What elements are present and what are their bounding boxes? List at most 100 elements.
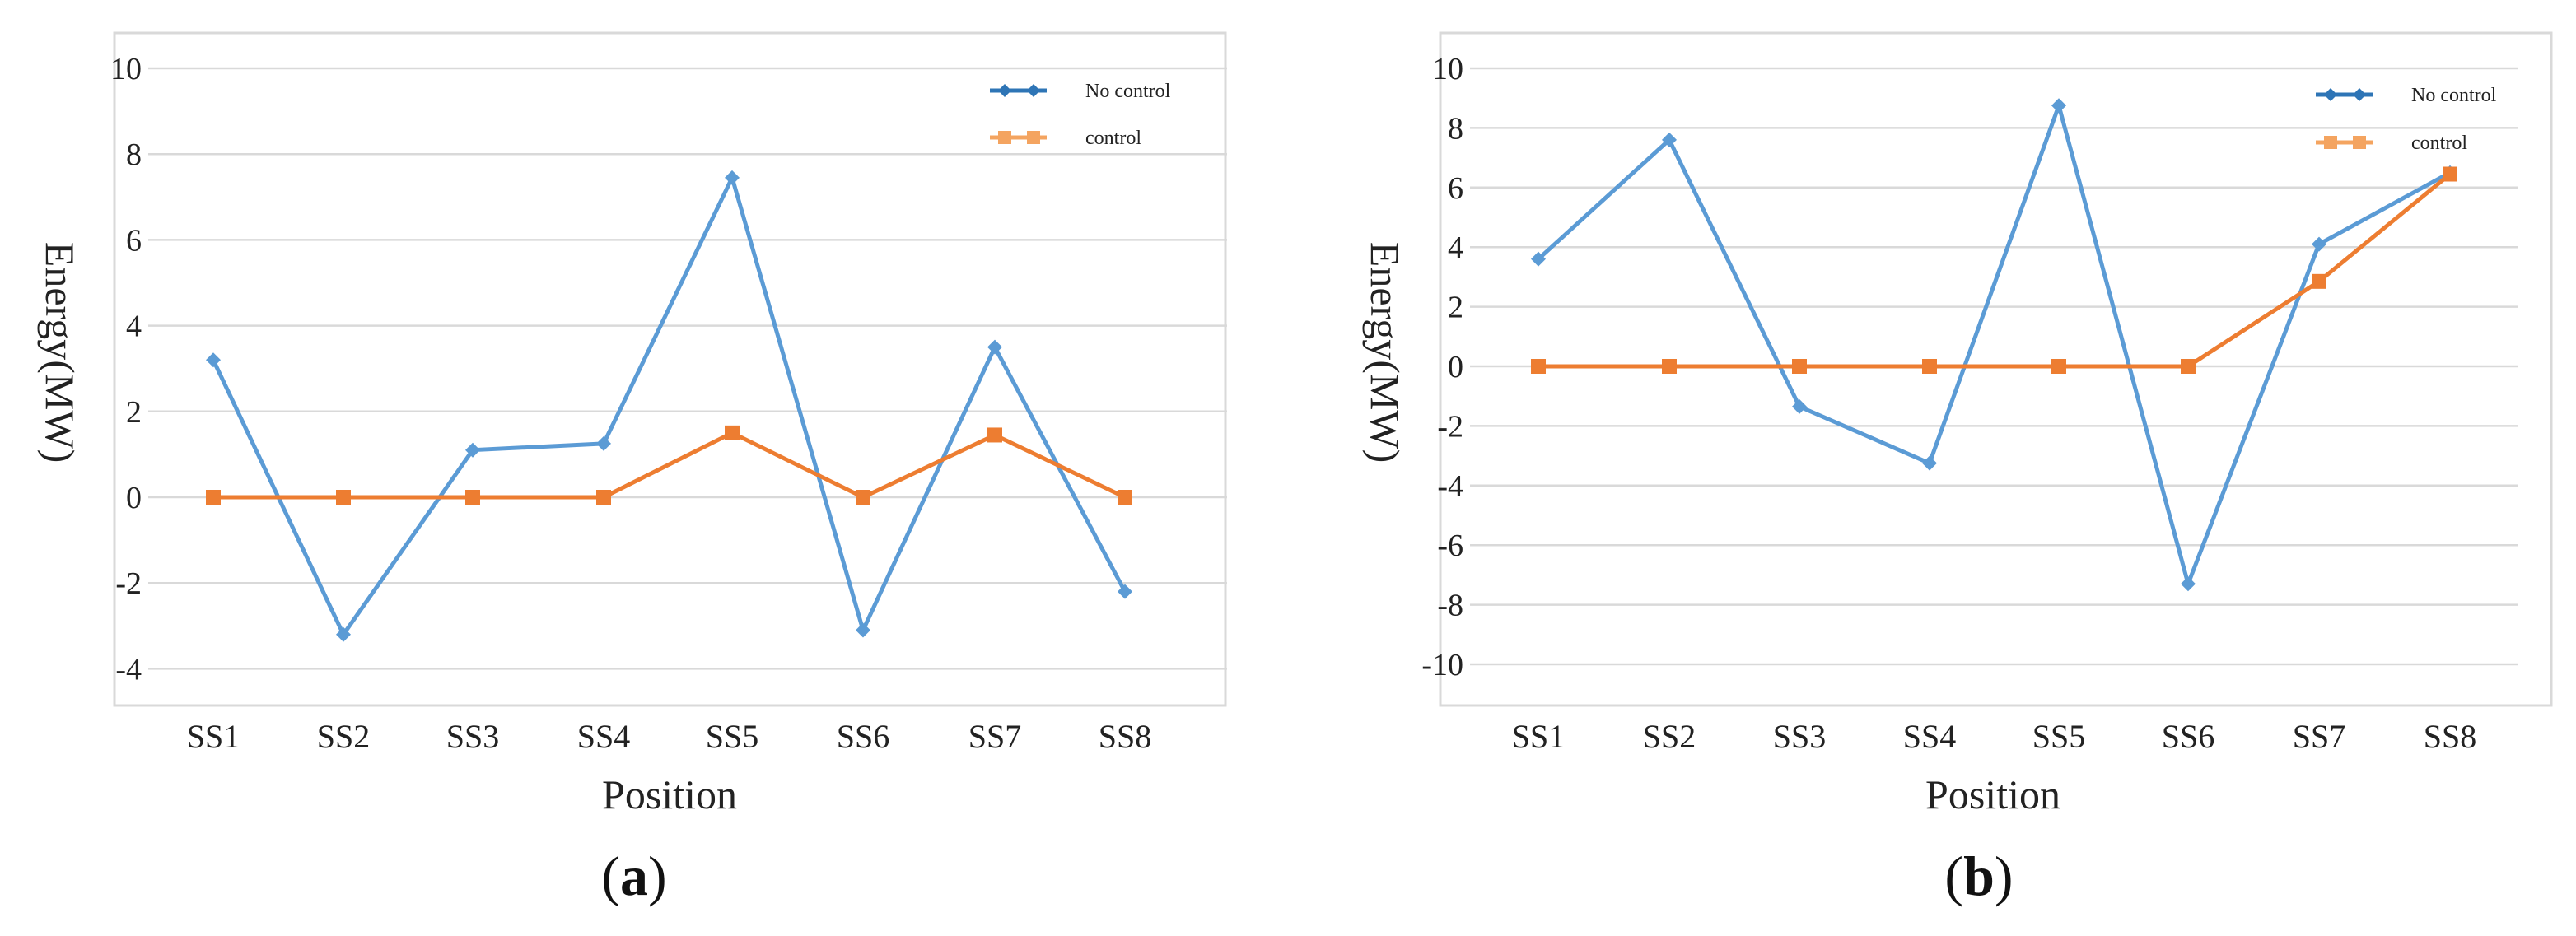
y-tick-label: -4 [115,652,142,687]
y-tick-label: 6 [1448,171,1463,206]
x-tick-label: SS6 [837,718,890,755]
legend-label: No control [2411,85,2497,106]
y-axis-title: Energy(MW) [1362,242,1408,463]
y-tick-label: -6 [1437,529,1463,563]
y-tick-label: 2 [1448,291,1463,325]
chart-panel-b: 10 8 6 4 2 0 -2 -4 -6 -8 -10 SS1 SS2 SS3 SS4 SS5 SS6 SS7 S… [1362,31,2553,907]
legend-swatch-marker [1027,131,1040,144]
y-tick-label: 4 [1448,231,1463,265]
data-point-no-control [336,626,351,642]
panel-label-close: ) [648,845,667,907]
y-tick-label: -2 [1437,409,1463,444]
series-line-no-control [211,175,1127,637]
series-line-control [1538,172,2452,369]
x-tick-label: SS8 [1099,718,1152,755]
series-line-control [213,431,1127,500]
legend: No control control [2316,85,2497,154]
x-tick-label: SS7 [2293,718,2346,755]
data-point-control [336,490,351,505]
panel-label-open: ( [601,845,620,907]
legend-swatch-marker [2353,88,2366,101]
y-tick-label: 8 [1448,111,1463,146]
data-point-no-control [1922,455,1937,471]
x-tick-label: SS3 [446,718,500,755]
x-axis-title: Position [602,771,737,817]
y-tick-label: 2 [126,395,142,430]
legend-swatch-marker [2353,136,2366,149]
y-tick-label: 0 [1448,350,1463,384]
data-point-control [1662,359,1677,374]
chart-panel-a: 10 8 6 4 2 0 -2 -4 SS1 SS2 SS3 SS4 SS5 SS6 SS7 SS8 Posit… [37,31,1227,907]
y-tick-label: 8 [126,137,142,172]
panel-label-close: ) [1995,845,2014,907]
x-tick-label: SS4 [1903,718,1957,755]
data-point-control [1118,490,1132,505]
data-point-no-control [1118,584,1132,599]
legend-swatch-marker [998,131,1011,144]
panel-label: (a) [601,845,666,907]
x-tick-label: SS7 [968,718,1022,755]
x-tick-label: SS3 [1773,718,1827,755]
data-point-no-control [987,339,1002,355]
panel-label-letter: a [620,845,648,907]
y-tick-label: 4 [126,310,142,344]
x-tick-label: SS8 [2424,718,2477,755]
data-point-no-control [1531,251,1546,267]
x-tick-label: SS6 [2162,718,2215,755]
y-tick-label: 0 [126,481,142,515]
series-line-no-control [1537,103,2452,586]
data-point-no-control [856,622,870,638]
panel-label-letter: b [1963,845,1995,907]
y-axis-title: Energy(MW) [37,242,83,463]
y-tick-label: -4 [1437,469,1463,504]
legend-label: control [2411,133,2467,154]
x-tick-label: SS4 [577,718,631,755]
x-tick-label: SS1 [1512,718,1566,755]
data-point-no-control [1792,398,1807,414]
data-point-no-control [725,170,740,185]
data-point-control [856,490,870,505]
legend-swatch-marker [998,84,1011,97]
data-point-control [465,490,480,505]
data-point-control [206,490,221,505]
panel-label-open: ( [1944,845,1963,907]
legend-label: control [1085,128,1141,149]
legend: No control control [990,81,1171,149]
x-tick-label: SS1 [187,718,240,755]
data-point-no-control [2051,98,2066,114]
panel-label: (b) [1944,845,2013,907]
x-tick-label: SS2 [1643,718,1696,755]
y-tick-label: -10 [1421,648,1463,682]
x-tick-label: SS5 [2032,718,2086,755]
data-point-control [2051,359,2066,374]
data-point-control [1792,359,1807,374]
x-tick-label: SS5 [706,718,759,755]
data-point-control [725,425,740,440]
legend-label: No control [1085,81,1171,102]
y-tick-label: 6 [126,223,142,258]
data-point-no-control [206,352,221,368]
legend-swatch-marker [2324,88,2337,101]
data-point-no-control [465,442,480,458]
y-tick-label: 10 [1432,52,1463,86]
data-point-control [987,427,1002,443]
x-axis-title: Position [1925,771,2060,817]
data-point-no-control [2312,236,2326,252]
data-point-no-control [596,435,611,451]
data-point-control [2312,273,2326,289]
data-point-no-control [1662,132,1677,147]
data-point-no-control [2181,576,2196,592]
legend-swatch-marker [2324,136,2337,149]
data-point-control [1922,359,1937,374]
y-tick-label: 10 [110,52,142,86]
data-point-control [2443,166,2457,182]
y-tick-label: -2 [115,566,142,601]
data-point-control [2181,359,2196,374]
y-tick-label: -8 [1437,589,1463,623]
data-point-control [1531,359,1546,374]
x-tick-label: SS2 [317,718,371,755]
chart-frame [113,31,1227,707]
data-point-control [596,490,611,505]
legend-swatch-marker [1027,84,1040,97]
